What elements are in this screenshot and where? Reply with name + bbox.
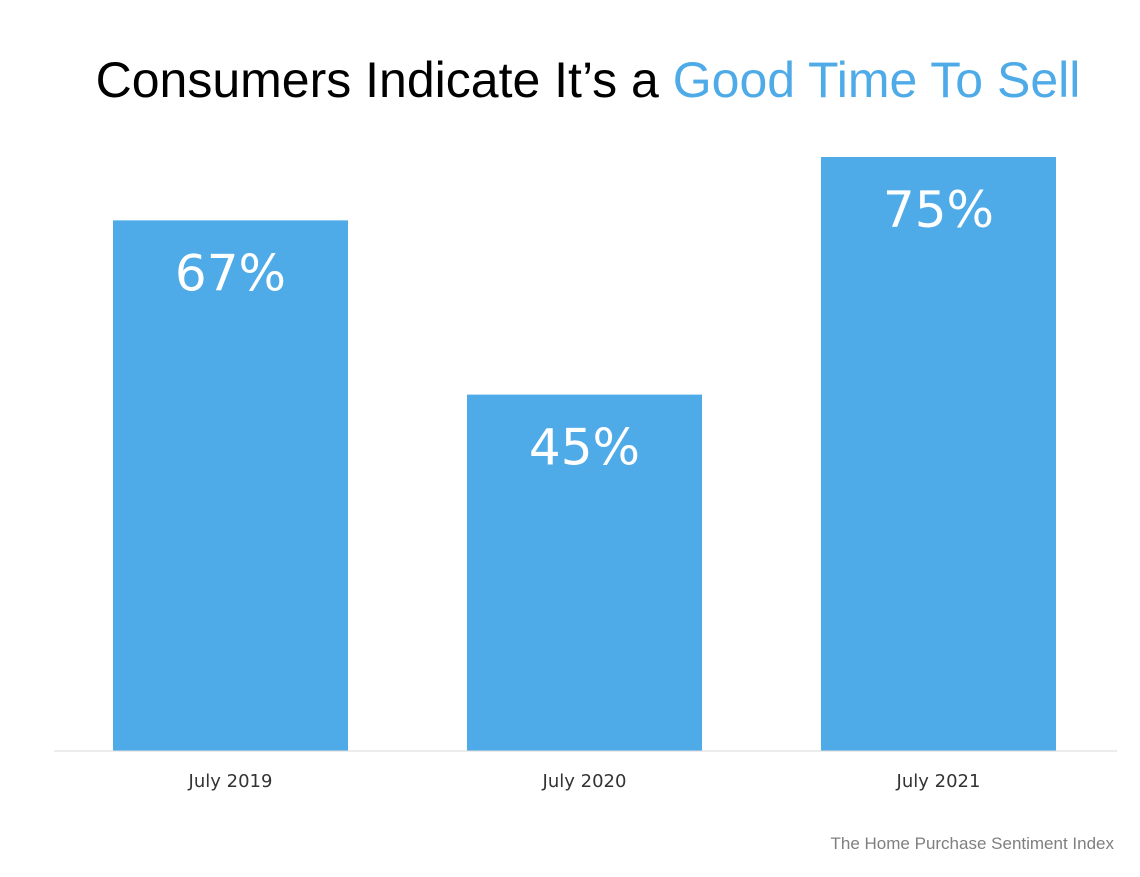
bar-july-2019 xyxy=(113,220,348,752)
category-label-july-2020: July 2020 xyxy=(542,771,627,792)
labels-group: July 2019 July 2020 July 2021 xyxy=(188,771,981,792)
category-label-july-2021: July 2021 xyxy=(896,771,981,792)
chart-title-main: Consumers Indicate It’s a xyxy=(95,52,673,108)
bar-july-2020 xyxy=(467,394,702,751)
category-label-july-2019: July 2019 xyxy=(188,771,273,792)
bars-group: 67% 45% 75% xyxy=(113,157,1056,752)
bar-value-label-july-2021: 75% xyxy=(883,181,994,239)
bar-value-label-july-2020: 45% xyxy=(529,419,640,477)
chart-title: Consumers Indicate It’s a Good Time To S… xyxy=(0,50,1140,110)
bar-july-2021 xyxy=(821,157,1056,751)
chart-title-highlight: Good Time To Sell xyxy=(672,52,1081,108)
bar-value-label-july-2019: 67% xyxy=(175,244,286,302)
source-note: The Home Purchase Sentiment Index xyxy=(830,834,1114,853)
